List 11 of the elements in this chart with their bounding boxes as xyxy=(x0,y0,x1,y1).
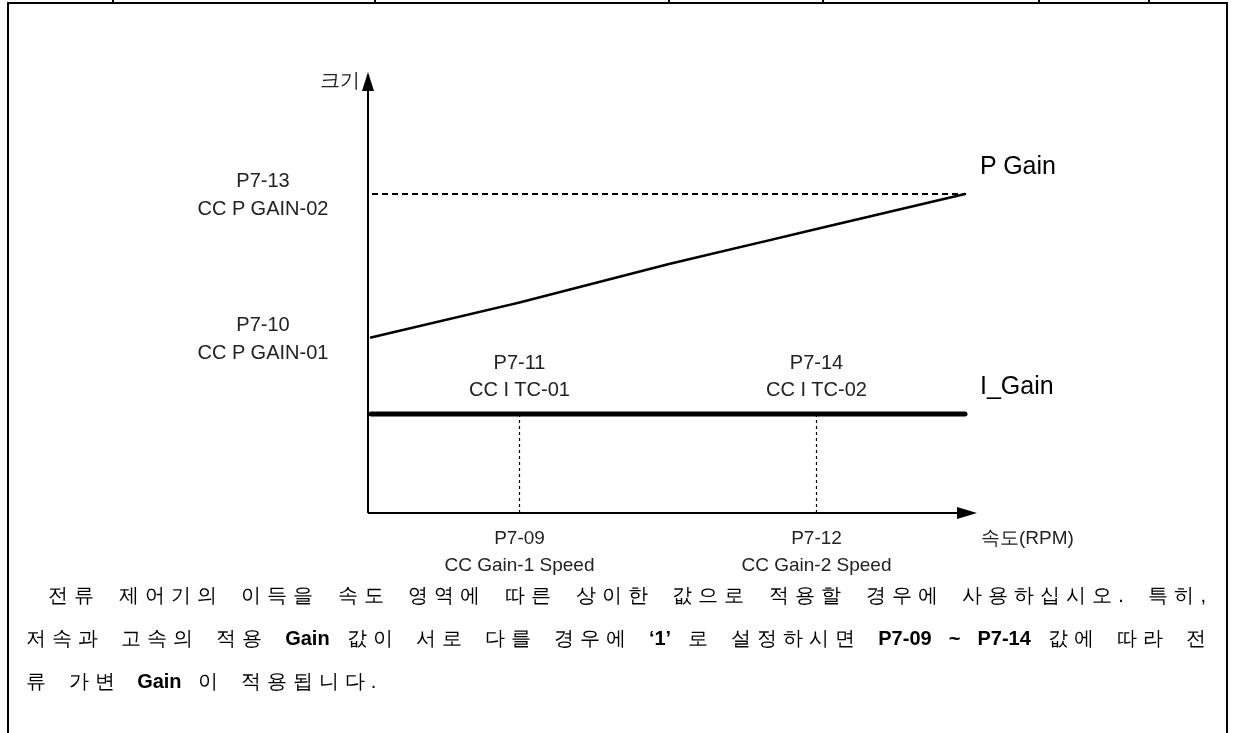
ref-line-label: P7-13 CC P GAIN-02 xyxy=(197,169,329,219)
xlabel: 속도(RPM) xyxy=(981,526,1074,548)
annotation: P7-10 CC P GAIN-01 xyxy=(197,312,329,363)
annotation: 크기 xyxy=(320,69,360,91)
series-label: I_Gain xyxy=(980,371,1054,400)
annotation: P7-11 CC I TC-01 xyxy=(469,350,570,400)
series-label: P Gain xyxy=(980,151,1056,179)
x-tick-label: P7-09 CC Gain-1 Speed xyxy=(444,527,595,575)
x-tick-label: P7-12 CC Gain-2 Speed xyxy=(741,527,892,575)
annotation: P7-14 CC I TC-02 xyxy=(766,350,867,400)
annotation: 전류 제어기의 이득을 속도 영역에 따른 상이한 값으로 적용할 경우에 사용하십시오. 특히, 저속과 고속의 적용 Gain 값이 서로 다를 경우에 ‘1’ 로 설정하시면 P7-09 ~ P7-14 값에 따라 전류 가변 Gain 이 적용됩니다. xyxy=(26,583,1212,694)
